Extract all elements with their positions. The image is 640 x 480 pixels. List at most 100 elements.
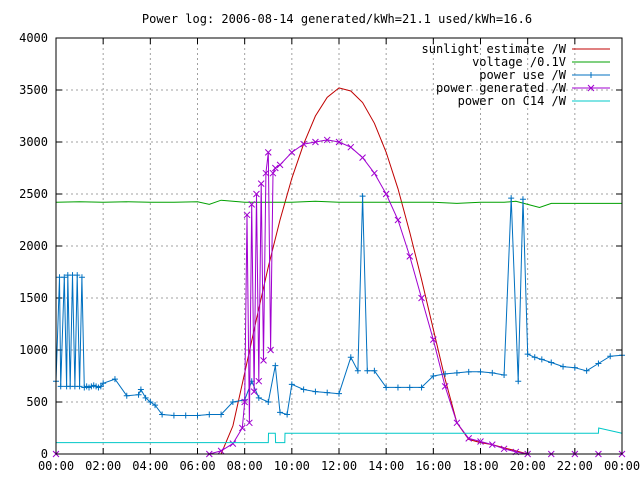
data-point [243,211,251,219]
data-point [250,388,258,395]
x-tick-label: 12:00 [321,459,357,473]
data-point [442,370,449,377]
data-point [347,143,355,151]
series-line [56,427,623,444]
data-point [76,383,83,390]
y-tick-label: 3500 [19,83,48,97]
series-voltage-0-1v [55,199,622,209]
data-point [441,383,449,390]
data-point [336,390,342,397]
x-tick-label: 22:00 [557,459,593,473]
y-tick-label: 0 [41,447,48,461]
series-power-on-c14-w [56,427,623,444]
data-point [560,363,567,370]
data-point [359,193,366,200]
series-lines [52,87,626,458]
data-point [61,274,68,281]
y-tick-label: 4000 [19,31,48,45]
x-tick-label: 16:00 [415,459,451,473]
data-point [519,196,526,203]
series-line [56,139,622,455]
data-point [97,383,104,390]
data-point [246,419,253,427]
data-point [430,373,437,379]
data-point [312,388,319,395]
data-point [218,411,225,418]
data-point [170,412,177,419]
y-tick-label: 1000 [19,343,48,357]
data-point [248,201,256,208]
data-point [312,138,319,146]
data-point [335,138,343,146]
x-tick-label: 08:00 [227,459,263,473]
data-point [147,399,154,405]
data-point [277,409,284,416]
data-point [300,140,307,148]
data-point [418,294,425,302]
data-point [324,389,331,396]
data-point [288,149,296,156]
data-point [607,353,614,360]
series-line [55,199,622,209]
x-tick-label: 20:00 [510,459,546,473]
x-tick-label: 00:00 [604,459,640,473]
data-point [241,398,249,406]
data-point [265,399,272,405]
data-point [57,383,64,390]
data-point [477,438,484,445]
legend-marker [587,84,595,92]
data-point [257,180,265,187]
data-point [453,419,461,427]
y-tick-label: 3000 [19,135,48,149]
data-point [571,364,578,371]
data-point [100,380,107,387]
legend-label: voltage /0.1V [472,55,566,69]
data-point [501,371,508,378]
data-point [394,384,401,391]
data-point [323,136,331,144]
data-point [371,169,378,177]
series-sunlight-estimate-w [220,87,528,455]
data-point [508,195,515,202]
data-point [253,190,260,198]
legend-entry: power generated /W [436,81,610,95]
data-point [500,445,508,453]
series-power-use-w [53,193,625,419]
y-tick-label: 1500 [19,291,48,305]
data-point [206,411,213,418]
x-tick-label: 04:00 [132,459,168,473]
legend-entry: power use /W [479,68,610,82]
data-point [477,368,484,375]
data-point [371,367,378,374]
data-point [135,391,142,398]
legend-entry: power on C14 /W [458,94,610,108]
data-point [347,354,354,361]
data-point [489,369,496,376]
plot-area-frame [55,37,623,455]
data-point [255,377,263,385]
data-point [260,357,267,364]
y-tick-label: 500 [26,395,48,409]
data-point [418,384,425,391]
data-point [284,411,291,418]
x-tick-label: 18:00 [462,459,498,473]
data-point [394,216,402,224]
y-tick-label: 2000 [19,239,48,253]
data-point [515,378,522,385]
y-axis-ticks: 0 500 1000 1500 2000 2500 3000 3500 4000 [19,31,622,461]
data-point [383,384,390,391]
x-tick-label: 00:00 [38,459,74,473]
data-point [272,362,279,369]
data-point [123,392,130,399]
y-tick-label: 2500 [19,187,48,201]
data-point [531,354,538,361]
legend-label: power on C14 /W [458,94,567,108]
data-point [111,376,118,383]
data-point [142,394,149,401]
x-axis-ticks: 00:00 02:00 04:00 06:00 08:00 10:00 12:00 14:00… [38,38,640,473]
data-point [159,411,166,418]
data-point [267,346,274,354]
data-point [152,402,159,409]
data-point [465,435,473,442]
